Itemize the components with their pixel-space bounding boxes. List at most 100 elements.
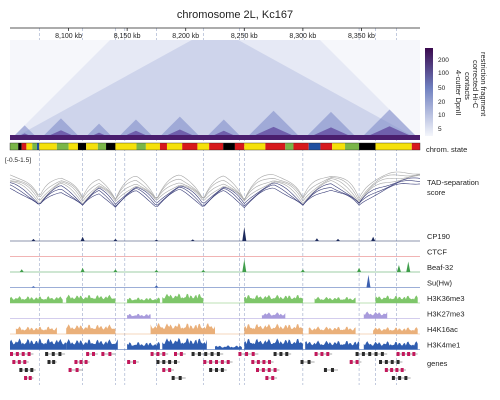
tad-label-line-2: score xyxy=(427,188,445,197)
colorbar-tick-label: 20 xyxy=(438,99,446,106)
gene-exon xyxy=(262,360,266,364)
gene-exon xyxy=(108,352,112,356)
chrom-state-frame xyxy=(9,142,421,151)
track-label: H4K16ac xyxy=(427,325,458,334)
chrom-state-segment xyxy=(97,143,107,150)
chrom-state-segment xyxy=(136,143,146,150)
gene-exon xyxy=(349,360,353,364)
gene-exon xyxy=(390,368,394,372)
gene-exon xyxy=(216,352,220,356)
gene-exon xyxy=(24,376,28,380)
chrom-state-label: chrom. state xyxy=(426,145,467,154)
chrom-state-segment xyxy=(359,143,376,150)
gene-exon xyxy=(133,360,136,364)
gene-exon xyxy=(300,360,304,364)
gene-exon xyxy=(209,360,213,364)
tad-domain-triangle xyxy=(244,110,303,140)
chrom-state-segment xyxy=(18,143,22,150)
gene-exon xyxy=(47,360,51,364)
track-peak xyxy=(31,238,36,241)
chrom-state-segment xyxy=(21,143,27,150)
gene-exon xyxy=(127,360,131,364)
track-label: CP190 xyxy=(427,232,450,241)
gene-exon xyxy=(285,352,289,356)
tad-separation-track xyxy=(9,171,421,209)
chrom-state-segment xyxy=(39,143,57,150)
gene-exon xyxy=(407,352,411,356)
gene-exon xyxy=(86,352,90,356)
tad-label-line-1: TAD-separation xyxy=(427,178,479,187)
chrom-state-segment xyxy=(115,143,137,150)
gene-exon xyxy=(28,376,32,380)
gene-exon xyxy=(204,352,208,356)
chrom-state-segment xyxy=(209,143,224,150)
gene-exon xyxy=(168,360,172,364)
gene-exon xyxy=(17,360,21,364)
gene-exon xyxy=(279,352,283,356)
chrom-state-segment xyxy=(26,143,33,150)
track-signal-area xyxy=(305,340,360,350)
track-signal-area xyxy=(66,339,118,350)
gene-exon xyxy=(150,352,154,356)
chrom-state-segment xyxy=(332,143,346,150)
chrom-state-segment xyxy=(308,143,321,150)
tad-score-line xyxy=(9,183,421,209)
chrom-state-segment xyxy=(32,143,37,150)
gene-exon xyxy=(273,368,277,372)
track-signal-area xyxy=(244,294,303,303)
chip-tracks: CP190 CTCF Beaf-32 Su(Hw) H3K36me3 H3K27me3 H4… xyxy=(10,227,465,350)
gene-exon xyxy=(162,352,166,356)
axis-tick-label: 8,100 kb xyxy=(55,33,82,40)
track-signal-area xyxy=(127,297,160,303)
gene-exon xyxy=(245,352,249,356)
gene-exon xyxy=(390,360,394,364)
track-signal-area xyxy=(375,295,418,303)
colorbar-tick-label: 100 xyxy=(438,70,449,77)
colorbar-tick-label: 10 xyxy=(438,112,446,119)
colorbar-title-line: corrected Hi-C xyxy=(471,60,480,109)
gene-exon xyxy=(58,352,62,356)
chrom-state-segment xyxy=(86,143,98,150)
gene-exon xyxy=(203,360,207,364)
gene-exon xyxy=(355,360,359,364)
track-signal-area xyxy=(314,296,356,303)
gene-exon xyxy=(320,352,324,356)
gene-exon xyxy=(45,352,49,356)
gene-exon xyxy=(401,352,405,356)
track-signal-area xyxy=(10,296,63,303)
gene-exon xyxy=(256,360,260,364)
track-peak xyxy=(201,269,206,272)
gene-exon xyxy=(15,352,19,356)
gene-exon xyxy=(379,360,382,364)
track-signal-area xyxy=(66,294,116,303)
chrom-state-segment xyxy=(285,143,294,150)
genome-axis: 8,100 kb 8,150 kb 8,200 kb 8,250 kb 8,300 kb… xyxy=(10,27,420,40)
chrom-state-segment xyxy=(56,143,69,150)
figure-title: chromosome 2L, Kc167 xyxy=(177,9,293,21)
gene-exon xyxy=(273,352,277,356)
axis-tick-label: 8,350 kb xyxy=(348,33,375,40)
gene-exon xyxy=(84,360,88,364)
gene-exon xyxy=(24,368,28,372)
track-peak xyxy=(154,285,159,288)
gene-exon xyxy=(374,352,378,356)
gene-exon xyxy=(75,368,79,372)
heatmap-mid-band xyxy=(10,40,420,140)
chrom-state-segment xyxy=(345,143,360,150)
track-label: H3K4me1 xyxy=(427,341,460,350)
colorbar-title-line: contacts xyxy=(463,72,472,100)
chrom-state-segment xyxy=(223,143,235,150)
genes-label: genes xyxy=(427,359,448,368)
gene-exon xyxy=(12,360,16,364)
heatmap-diagonal xyxy=(10,135,420,140)
chrom-state-segment xyxy=(197,143,210,150)
gene-exon xyxy=(361,352,365,356)
gene-exon xyxy=(251,360,255,364)
chrom-state-segment xyxy=(145,143,160,150)
gene-exon xyxy=(52,360,56,364)
track-signal-area xyxy=(244,323,303,334)
chrom-state-segment xyxy=(159,143,167,150)
track-signal-area xyxy=(127,341,160,350)
axis-tick-label: 8,150 kb xyxy=(114,33,141,40)
